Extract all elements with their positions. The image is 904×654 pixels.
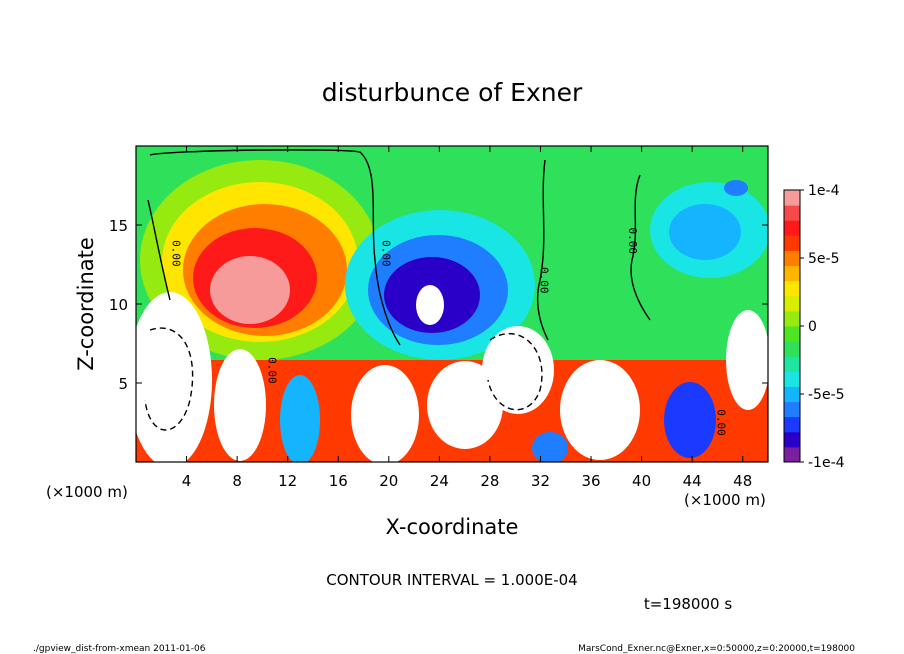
heatmap-field — [136, 160, 768, 462]
y-tick-label: 10 — [109, 296, 128, 314]
zero-contours — [144, 149, 651, 431]
colorbar-swatch — [784, 280, 800, 297]
plot-area: 0.00 0.00 0.00 0.00 0.00 0.00 — [135, 145, 769, 463]
colorbar-swatch — [784, 235, 800, 251]
contour-label: 0.00 — [379, 240, 392, 267]
heatmap-region — [724, 180, 748, 196]
colorbar: 1e-4 5e-5 0 -5e-5 -1e-4 — [783, 183, 845, 471]
colorbar-swatch — [784, 371, 800, 387]
contour-line — [487, 333, 543, 411]
x-tick-label: 28 — [480, 472, 499, 490]
heatmap-region — [482, 326, 554, 414]
heatmap-region — [351, 365, 419, 462]
colorbar-swatch — [784, 310, 800, 327]
y-axis-label: Z-coordinate — [74, 237, 98, 371]
colorbar-swatch — [784, 386, 800, 403]
contour-label: 0.00 — [266, 357, 279, 384]
colorbar-swatch — [784, 446, 800, 463]
x-tick-label: 48 — [733, 472, 752, 490]
x-axis-label: X-coordinate — [386, 515, 519, 539]
colorbar-swatch — [784, 431, 800, 448]
colorbar-label: 1e-4 — [808, 183, 840, 199]
colorbar-swatch — [784, 416, 800, 433]
colorbar-swatch — [784, 295, 800, 312]
contour-label: 0.00 — [170, 240, 183, 267]
x-tick-label: 44 — [683, 472, 702, 490]
x-tick-label: 4 — [182, 472, 192, 490]
colorbar-labels: 1e-4 5e-5 0 -5e-5 -1e-4 — [800, 183, 845, 471]
colorbar-swatches — [784, 190, 800, 463]
heatmap-region — [532, 432, 568, 462]
contour-line — [147, 199, 171, 301]
contour-line — [536, 159, 549, 341]
contour-label: 0.00 — [626, 228, 639, 255]
x-tick-label: 20 — [379, 472, 398, 490]
contour-line — [630, 174, 651, 321]
x-axis-ticks: 4 8 12 16 20 24 28 32 36 40 44 48 — [182, 146, 752, 490]
colorbar-label: -1e-4 — [808, 455, 845, 471]
x-tick-label: 24 — [430, 472, 449, 490]
colorbar-swatch — [784, 205, 800, 221]
x-tick-label: 32 — [531, 472, 550, 490]
heatmap-region — [560, 360, 640, 460]
heatmap-region — [214, 349, 266, 461]
y-tick-label: 5 — [118, 375, 128, 393]
x-tick-label: 8 — [232, 472, 242, 490]
heatmap-region — [664, 382, 716, 458]
colorbar-label: 5e-5 — [808, 251, 839, 267]
colorbar-label: -5e-5 — [808, 387, 845, 403]
colorbar-swatch — [784, 220, 800, 236]
heatmap-region — [726, 310, 768, 410]
time-stamp-text: t=198000 s — [644, 595, 732, 613]
x-unit-right-label: (×1000 m) — [684, 491, 766, 509]
colorbar-swatch — [784, 356, 800, 372]
colorbar-swatch — [784, 250, 800, 267]
colorbar-swatch — [784, 341, 800, 357]
x-tick-label: 40 — [632, 472, 651, 490]
heatmap-region — [669, 204, 741, 260]
x-tick-label: 36 — [581, 472, 600, 490]
contour-interval-text: CONTOUR INTERVAL = 1.000E-04 — [326, 571, 577, 589]
heatmap-region — [210, 256, 290, 324]
colorbar-swatch — [784, 401, 800, 418]
chart-title: disturbunce of Exner — [322, 78, 583, 107]
y-tick-label: 15 — [109, 217, 128, 235]
heatmap-region — [280, 375, 320, 462]
colorbar-swatch — [784, 265, 800, 282]
colorbar-swatch — [784, 190, 800, 206]
colorbar-label: 0 — [808, 319, 817, 335]
heatmap-region — [136, 292, 212, 462]
contour-line — [149, 149, 401, 346]
x-unit-left-label: (×1000 m) — [46, 483, 128, 501]
x-tick-label: 16 — [329, 472, 348, 490]
heatmap-region — [416, 285, 444, 325]
colorbar-swatch — [784, 326, 800, 342]
x-tick-label: 12 — [278, 472, 297, 490]
footer-left-text: ./gpview_dist-from-xmean 2011-01-06 — [33, 644, 206, 654]
contour-label-layer: 0.00 0.00 0.00 0.00 0.00 0.00 — [170, 228, 728, 436]
footer-right-text: MarsCond_Exner.nc@Exner,x=0:50000,z=0:20… — [578, 644, 855, 654]
y-axis-ticks: 5 10 15 — [109, 217, 768, 393]
contour-label: 0.00 — [714, 409, 727, 436]
contour-label: 0.00 — [537, 267, 550, 294]
contour-line — [144, 327, 194, 431]
